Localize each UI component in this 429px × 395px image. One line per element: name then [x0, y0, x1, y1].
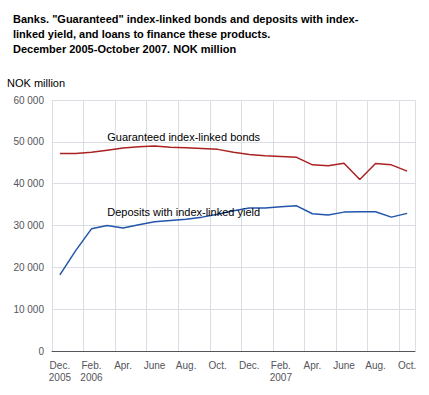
- svg-text:2006: 2006: [80, 372, 103, 383]
- svg-text:10 000: 10 000: [13, 304, 44, 315]
- svg-text:June: June: [144, 360, 166, 371]
- svg-text:30 000: 30 000: [13, 220, 44, 231]
- svg-text:Oct.: Oct.: [209, 360, 227, 371]
- svg-text:June: June: [333, 360, 355, 371]
- svg-text:50 000: 50 000: [13, 136, 44, 147]
- svg-text:linked yield, and loans to fin: linked yield, and loans to finance these…: [13, 28, 270, 40]
- svg-text:0: 0: [38, 346, 44, 357]
- svg-text:20 000: 20 000: [13, 262, 44, 273]
- svg-text:40 000: 40 000: [13, 178, 44, 189]
- svg-text:2005: 2005: [49, 372, 72, 383]
- svg-text:Oct.: Oct.: [398, 360, 416, 371]
- svg-text:Apr.: Apr.: [114, 360, 132, 371]
- svg-text:Banks. "Guaranteed" index-link: Banks. "Guaranteed" index-linked bonds a…: [13, 13, 359, 25]
- svg-text:Dec.: Dec.: [50, 360, 71, 371]
- svg-text:Feb.: Feb.: [81, 360, 101, 371]
- svg-text:Apr.: Apr.: [304, 360, 322, 371]
- svg-text:Aug.: Aug.: [365, 360, 386, 371]
- svg-text:NOK million: NOK million: [7, 77, 65, 89]
- svg-text:Aug.: Aug.: [176, 360, 197, 371]
- svg-text:December 2005-October 2007. NO: December 2005-October 2007. NOK million: [13, 43, 236, 55]
- svg-text:Feb.: Feb.: [271, 360, 291, 371]
- svg-text:Dec.: Dec.: [239, 360, 260, 371]
- svg-text:60 000: 60 000: [13, 95, 44, 106]
- svg-text:Guaranteed index-linked bonds: Guaranteed index-linked bonds: [107, 131, 260, 143]
- svg-text:Deposits with index-linked yie: Deposits with index-linked yield: [107, 206, 260, 218]
- svg-text:2007: 2007: [270, 372, 293, 383]
